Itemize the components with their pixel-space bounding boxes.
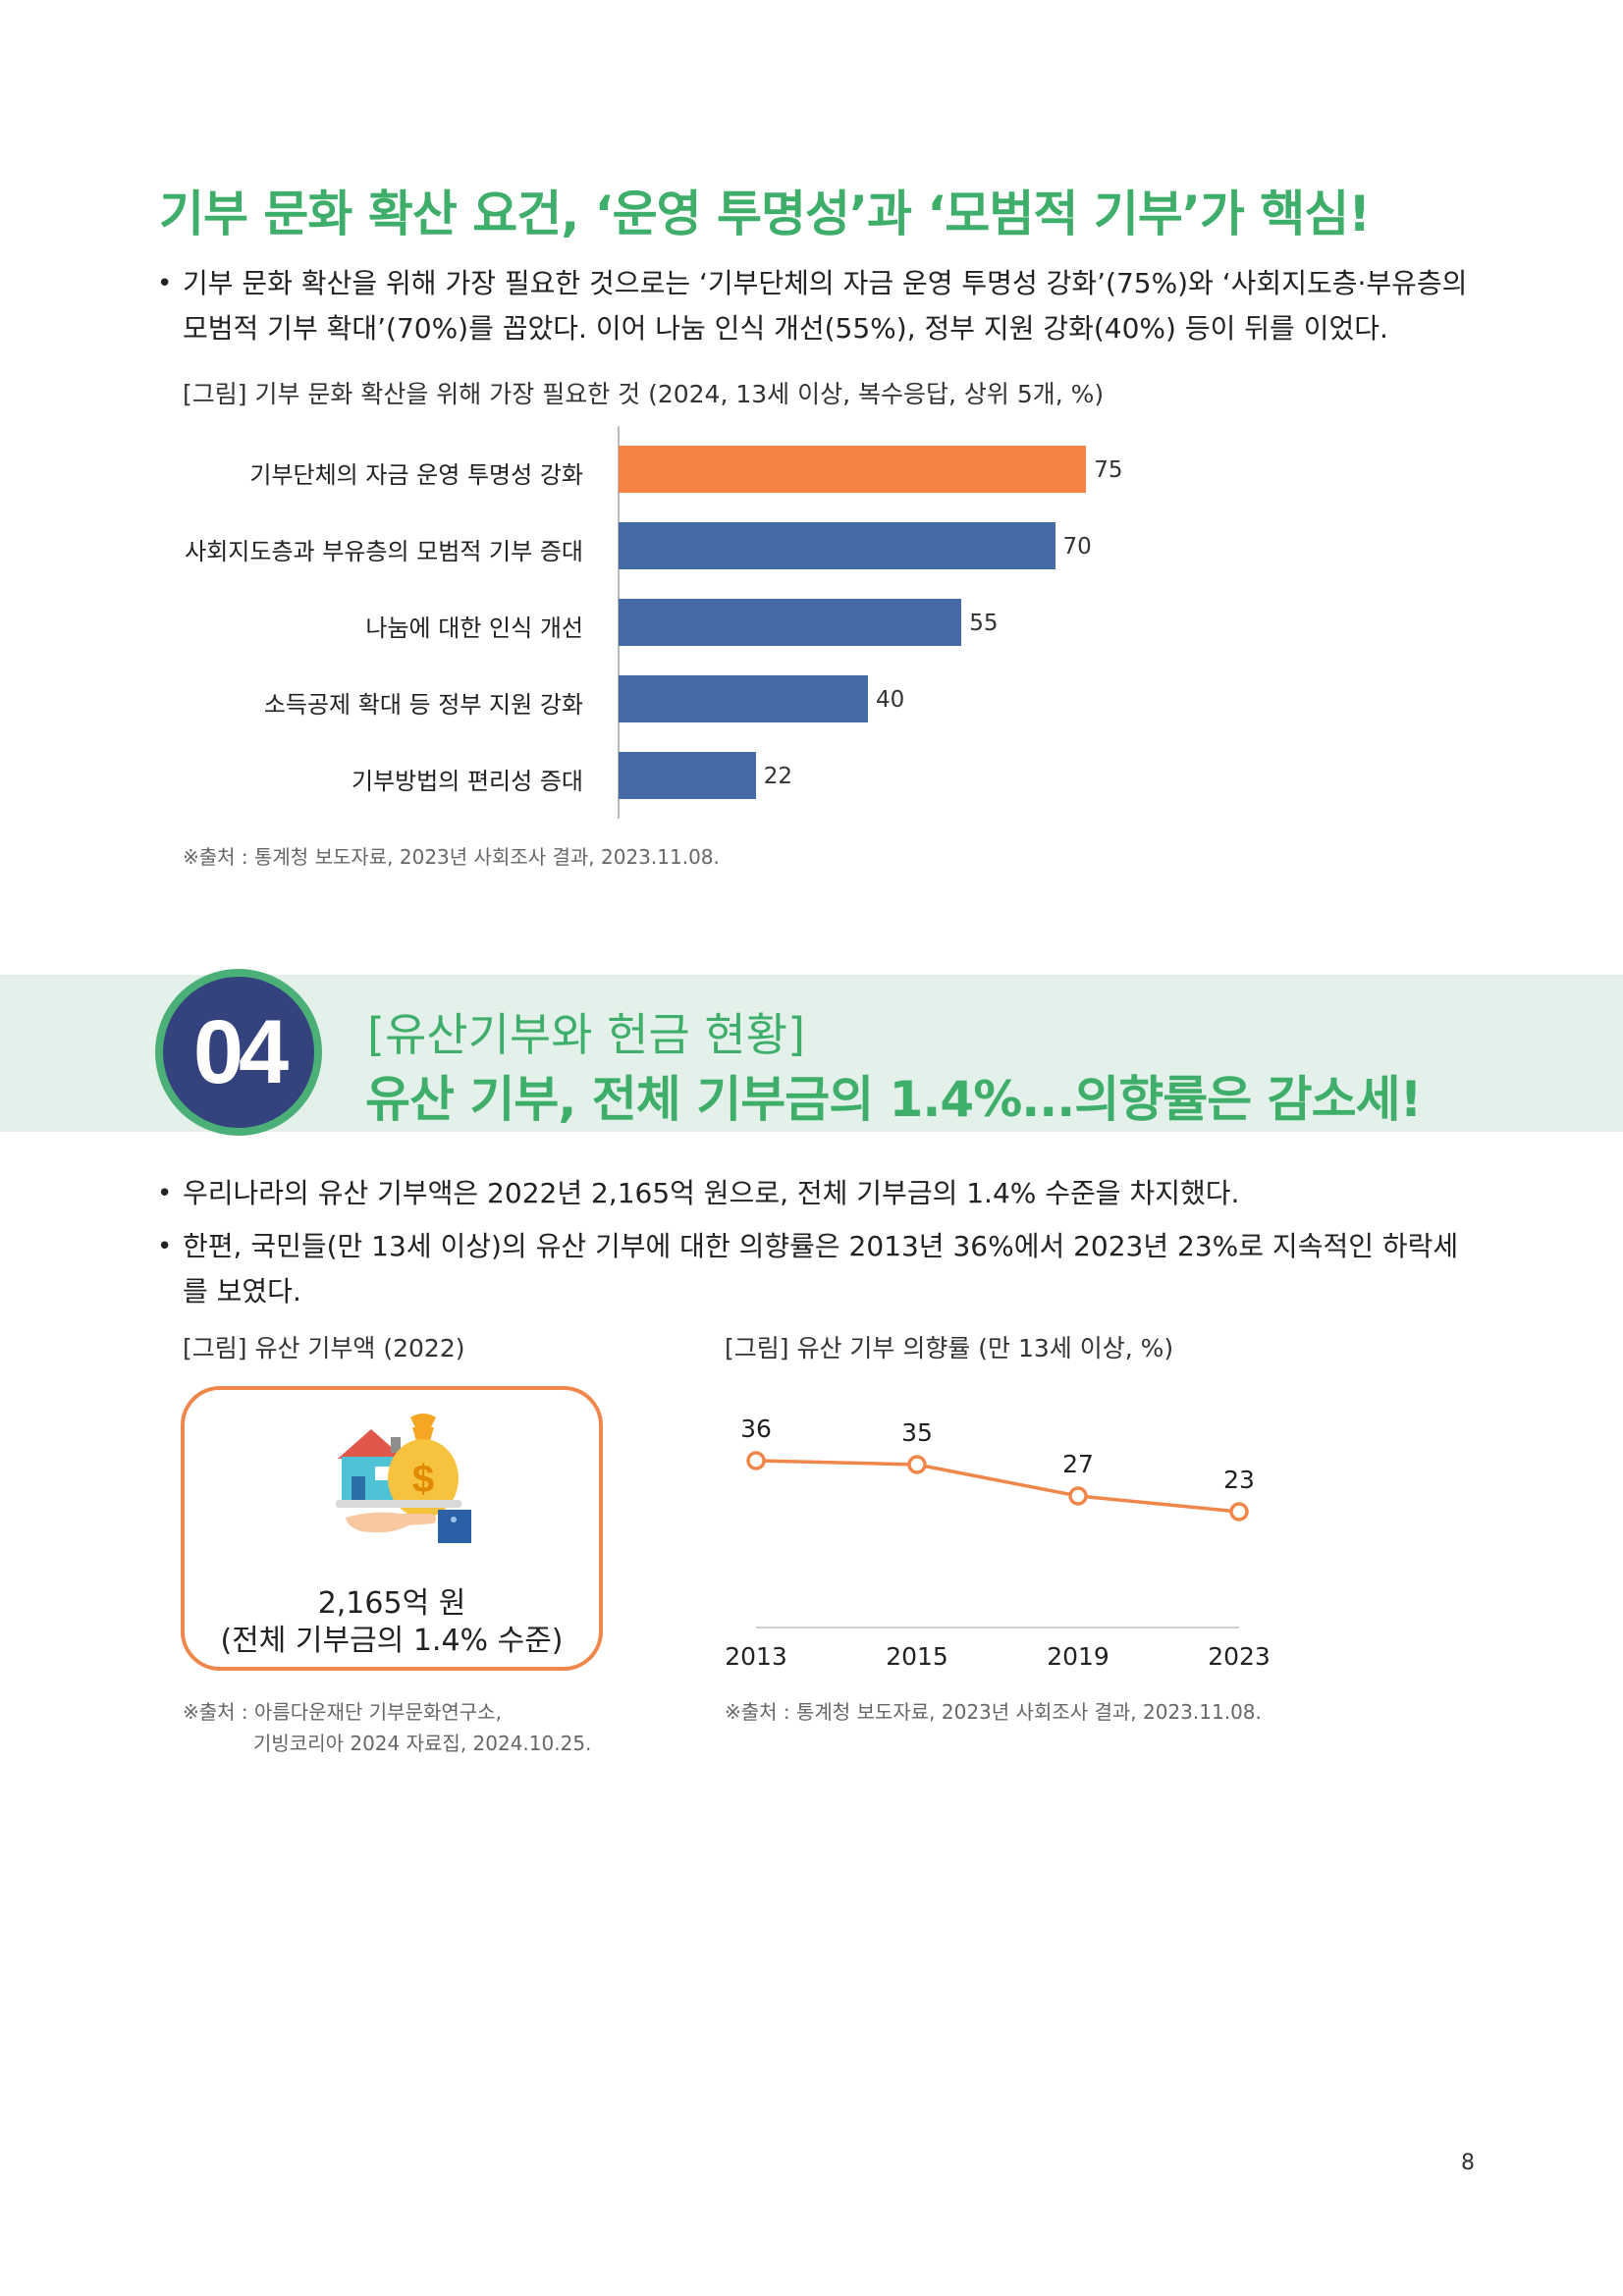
data-point	[1229, 1502, 1249, 1522]
data-label: 36	[740, 1415, 772, 1443]
bar-value-label: 40	[876, 687, 905, 713]
x-tick-label: 2023	[1208, 1642, 1271, 1671]
section1-bullets: 기부 문화 확산을 위해 가장 필요한 것으로는 ‘기부단체의 자금 운영 투명…	[157, 261, 1473, 351]
bar-category-label: 나눔에 대한 인식 개선	[365, 614, 583, 642]
right-source-note: ※출처 : 통계청 보도자료, 2023년 사회조사 결과, 2023.11.0…	[725, 1700, 1262, 1724]
bar-chart: 기부단체의 자금 운영 투명성 강화 75 사회지도층과 부유층의 모범적 기부 증…	[0, 422, 1623, 834]
bar	[619, 675, 868, 722]
page-number: 8	[1461, 2151, 1475, 2175]
section-number: 04	[192, 1001, 289, 1102]
data-label: 35	[901, 1418, 933, 1447]
bar	[619, 522, 1055, 569]
left-figure-caption: [그림] 유산 기부액 (2022)	[183, 1334, 465, 1362]
figure-caption: [그림] 기부 문화 확산을 위해 가장 필요한 것 (2024, 13세 이상…	[183, 380, 1105, 408]
x-tick-label: 2019	[1047, 1642, 1109, 1671]
section-title: 유산 기부, 전체 기부금의 1.4%...의향률은 감소세!	[365, 1071, 1422, 1128]
bullet-text: 한편, 국민들(만 13세 이상)의 유산 기부에 대한 의향률은 2013년 …	[183, 1230, 1459, 1308]
x-tick-label: 2013	[725, 1642, 787, 1671]
bullet-item: 한편, 국민들(만 13세 이상)의 유산 기부에 대한 의향률은 2013년 …	[157, 1224, 1473, 1314]
bullet-item: 우리나라의 유산 기부액은 2022년 2,165억 원으로, 전체 기부금의 …	[157, 1171, 1473, 1216]
data-label: 23	[1223, 1466, 1255, 1494]
legacy-amount: 2,165억 원	[317, 1586, 466, 1621]
data-point	[746, 1451, 766, 1470]
data-point	[1068, 1486, 1088, 1506]
bullet-text: 우리나라의 유산 기부액은 2022년 2,165억 원으로, 전체 기부금의 …	[183, 1177, 1240, 1209]
section-subtitle: [유산기부와 헌금 현황]	[367, 1008, 806, 1061]
house-money-hand-icon: $	[336, 1414, 471, 1543]
svg-text:$: $	[412, 1458, 434, 1501]
section2-bullets: 우리나라의 유산 기부액은 2022년 2,165억 원으로, 전체 기부금의 …	[157, 1171, 1473, 1314]
bar-category-label: 기부단체의 자금 운영 투명성 강화	[249, 461, 583, 489]
data-label: 27	[1062, 1450, 1094, 1478]
bar-category-label: 사회지도층과 부유층의 모범적 기부 증대	[185, 538, 583, 565]
bar	[619, 599, 962, 646]
bullet-item: 기부 문화 확산을 위해 가장 필요한 것으로는 ‘기부단체의 자금 운영 투명…	[157, 261, 1473, 351]
bar-value-label: 70	[1062, 534, 1092, 560]
series-line	[755, 1459, 1240, 1514]
bar-category-label: 기부방법의 편리성 증대	[351, 768, 583, 795]
section-heading: 기부 문화 확산 요건, ‘운영 투명성’과 ‘모범적 기부’가 핵심!	[159, 186, 1371, 242]
x-tick-label: 2015	[886, 1642, 948, 1671]
bar-value-label: 55	[969, 611, 999, 636]
bar-value-label: 75	[1094, 457, 1123, 483]
right-figure-caption: [그림] 유산 기부 의향률 (만 13세 이상, %)	[725, 1334, 1174, 1362]
data-point	[907, 1455, 927, 1474]
source-note: ※출처 : 통계청 보도자료, 2023년 사회조사 결과, 2023.11.0…	[183, 845, 720, 869]
bar-value-label: 22	[763, 764, 792, 789]
legacy-amount-box: $ 2,165억 원 (전체 기부금의 1.4% 수준)	[181, 1386, 603, 1671]
bar	[619, 446, 1087, 493]
bar-category-label: 소득공제 확대 등 정부 지원 강화	[263, 691, 583, 719]
left-source-line1: ※출처 : 아름다운재단 기부문화연구소,	[183, 1700, 502, 1724]
left-source-line2: 기빙코리아 2024 자료집, 2024.10.25.	[253, 1732, 592, 1755]
bar	[619, 752, 756, 799]
section-number-badge: 04	[155, 969, 322, 1136]
bullet-text: 기부 문화 확산을 위해 가장 필요한 것으로는 ‘기부단체의 자금 운영 투명…	[183, 267, 1468, 345]
legacy-share: (전체 기부금의 1.4% 수준)	[220, 1624, 564, 1658]
line-chart: 36 2013 35 2015 27 2019 23 2023	[725, 1415, 1271, 1671]
